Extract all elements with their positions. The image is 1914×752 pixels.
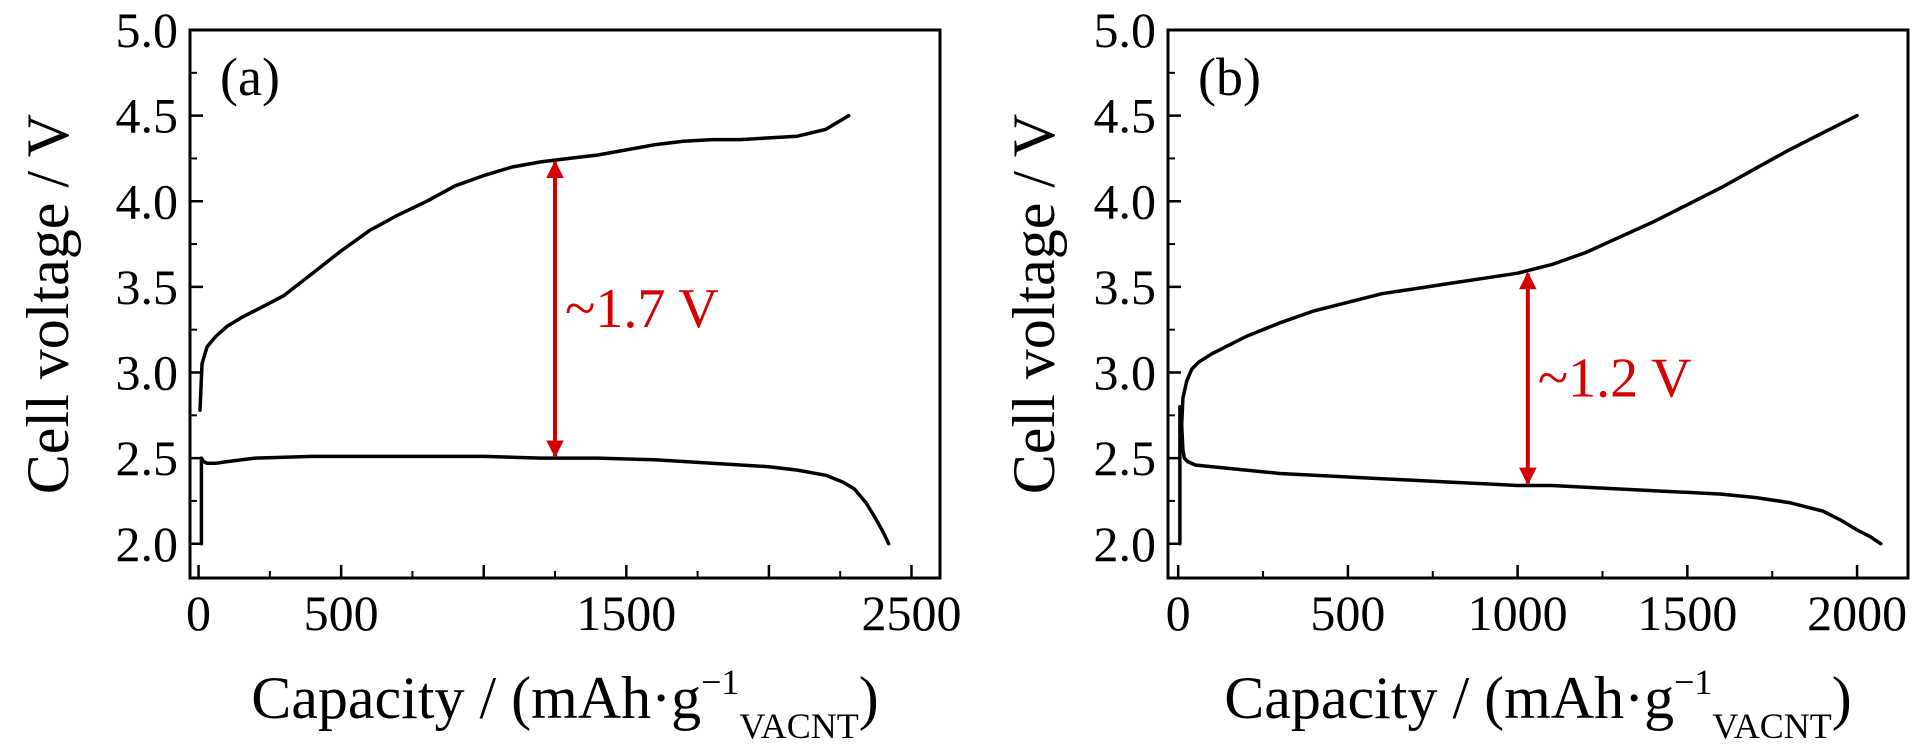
y-axis-title: Cell voltage / V: [1001, 114, 1067, 495]
x-axis-title-subscript: VACNT: [1712, 706, 1831, 746]
series-line-discharge: [1178, 405, 1883, 546]
x-axis-title: Capacity / (mAh·g−1VACNT): [251, 662, 879, 746]
plot-frame: [188, 28, 942, 580]
x-axis-title-subscript: VACNT: [739, 706, 858, 746]
chart-panel-b: 2.0 2.5 3.0 3.5 4.0 4.5 5.0 0 500 1000 1500 2000 Cel…: [1001, 2, 1910, 746]
plot-frame: [1166, 28, 1910, 580]
x-axis-title-suffix: ): [1832, 665, 1852, 731]
x-tick-label: 2000: [1807, 585, 1907, 641]
y-tick-label: 5.0: [116, 2, 179, 58]
x-tick-label: 0: [186, 585, 211, 641]
y-tick-label: 4.5: [116, 88, 179, 144]
x-tick-label: 2500: [861, 585, 961, 641]
y-tick-label: 4.5: [1094, 88, 1157, 144]
x-tick-label: 1500: [576, 585, 676, 641]
x-tick-label: 1500: [1637, 585, 1737, 641]
annotation-label: ~1.2 V: [1538, 347, 1692, 409]
y-tick-label: 2.5: [1094, 430, 1157, 486]
x-tick-label: 500: [304, 585, 379, 641]
x-axis-title-superscript: −1: [1674, 662, 1712, 702]
x-axis-title-prefix: Capacity / (mAh·g: [1224, 665, 1674, 731]
series-line-discharge: [199, 454, 891, 546]
x-axis-title-superscript: −1: [701, 662, 739, 702]
y-tick-label: 4.0: [116, 173, 179, 229]
x-tick-label: 1000: [1468, 585, 1568, 641]
x-axis-title-prefix: Capacity / (mAh·g: [251, 665, 701, 731]
x-tick-label: 500: [1310, 585, 1385, 641]
chart-panel-a: 2.0 2.5 3.0 3.5 4.0 4.5 5.0 0 500 1500 2500 Cell vo…: [15, 2, 961, 746]
x-tick-label: 0: [1166, 585, 1191, 641]
y-tick-label: 3.5: [116, 259, 179, 315]
y-tick-label: 3.5: [1094, 259, 1157, 315]
y-tick-label: 5.0: [1094, 2, 1157, 58]
y-tick-label: 2.0: [1094, 516, 1157, 572]
y-tick-label: 3.0: [1094, 345, 1157, 401]
y-tick-label: 4.0: [1094, 173, 1157, 229]
panel-label: (a): [220, 47, 280, 107]
x-axis-title: Capacity / (mAh·g−1VACNT): [1224, 662, 1852, 746]
series-line-charge: [198, 113, 851, 412]
y-tick-label: 2.5: [116, 430, 179, 486]
y-axis-title: Cell voltage / V: [15, 114, 81, 495]
y-tick-label: 2.0: [116, 516, 179, 572]
series-line-charge: [1179, 113, 1859, 443]
x-axis-title-suffix: ): [859, 665, 879, 731]
y-tick-label: 3.0: [116, 345, 179, 401]
annotation-label: ~1.7 V: [565, 278, 719, 340]
panel-label: (b): [1198, 47, 1261, 107]
